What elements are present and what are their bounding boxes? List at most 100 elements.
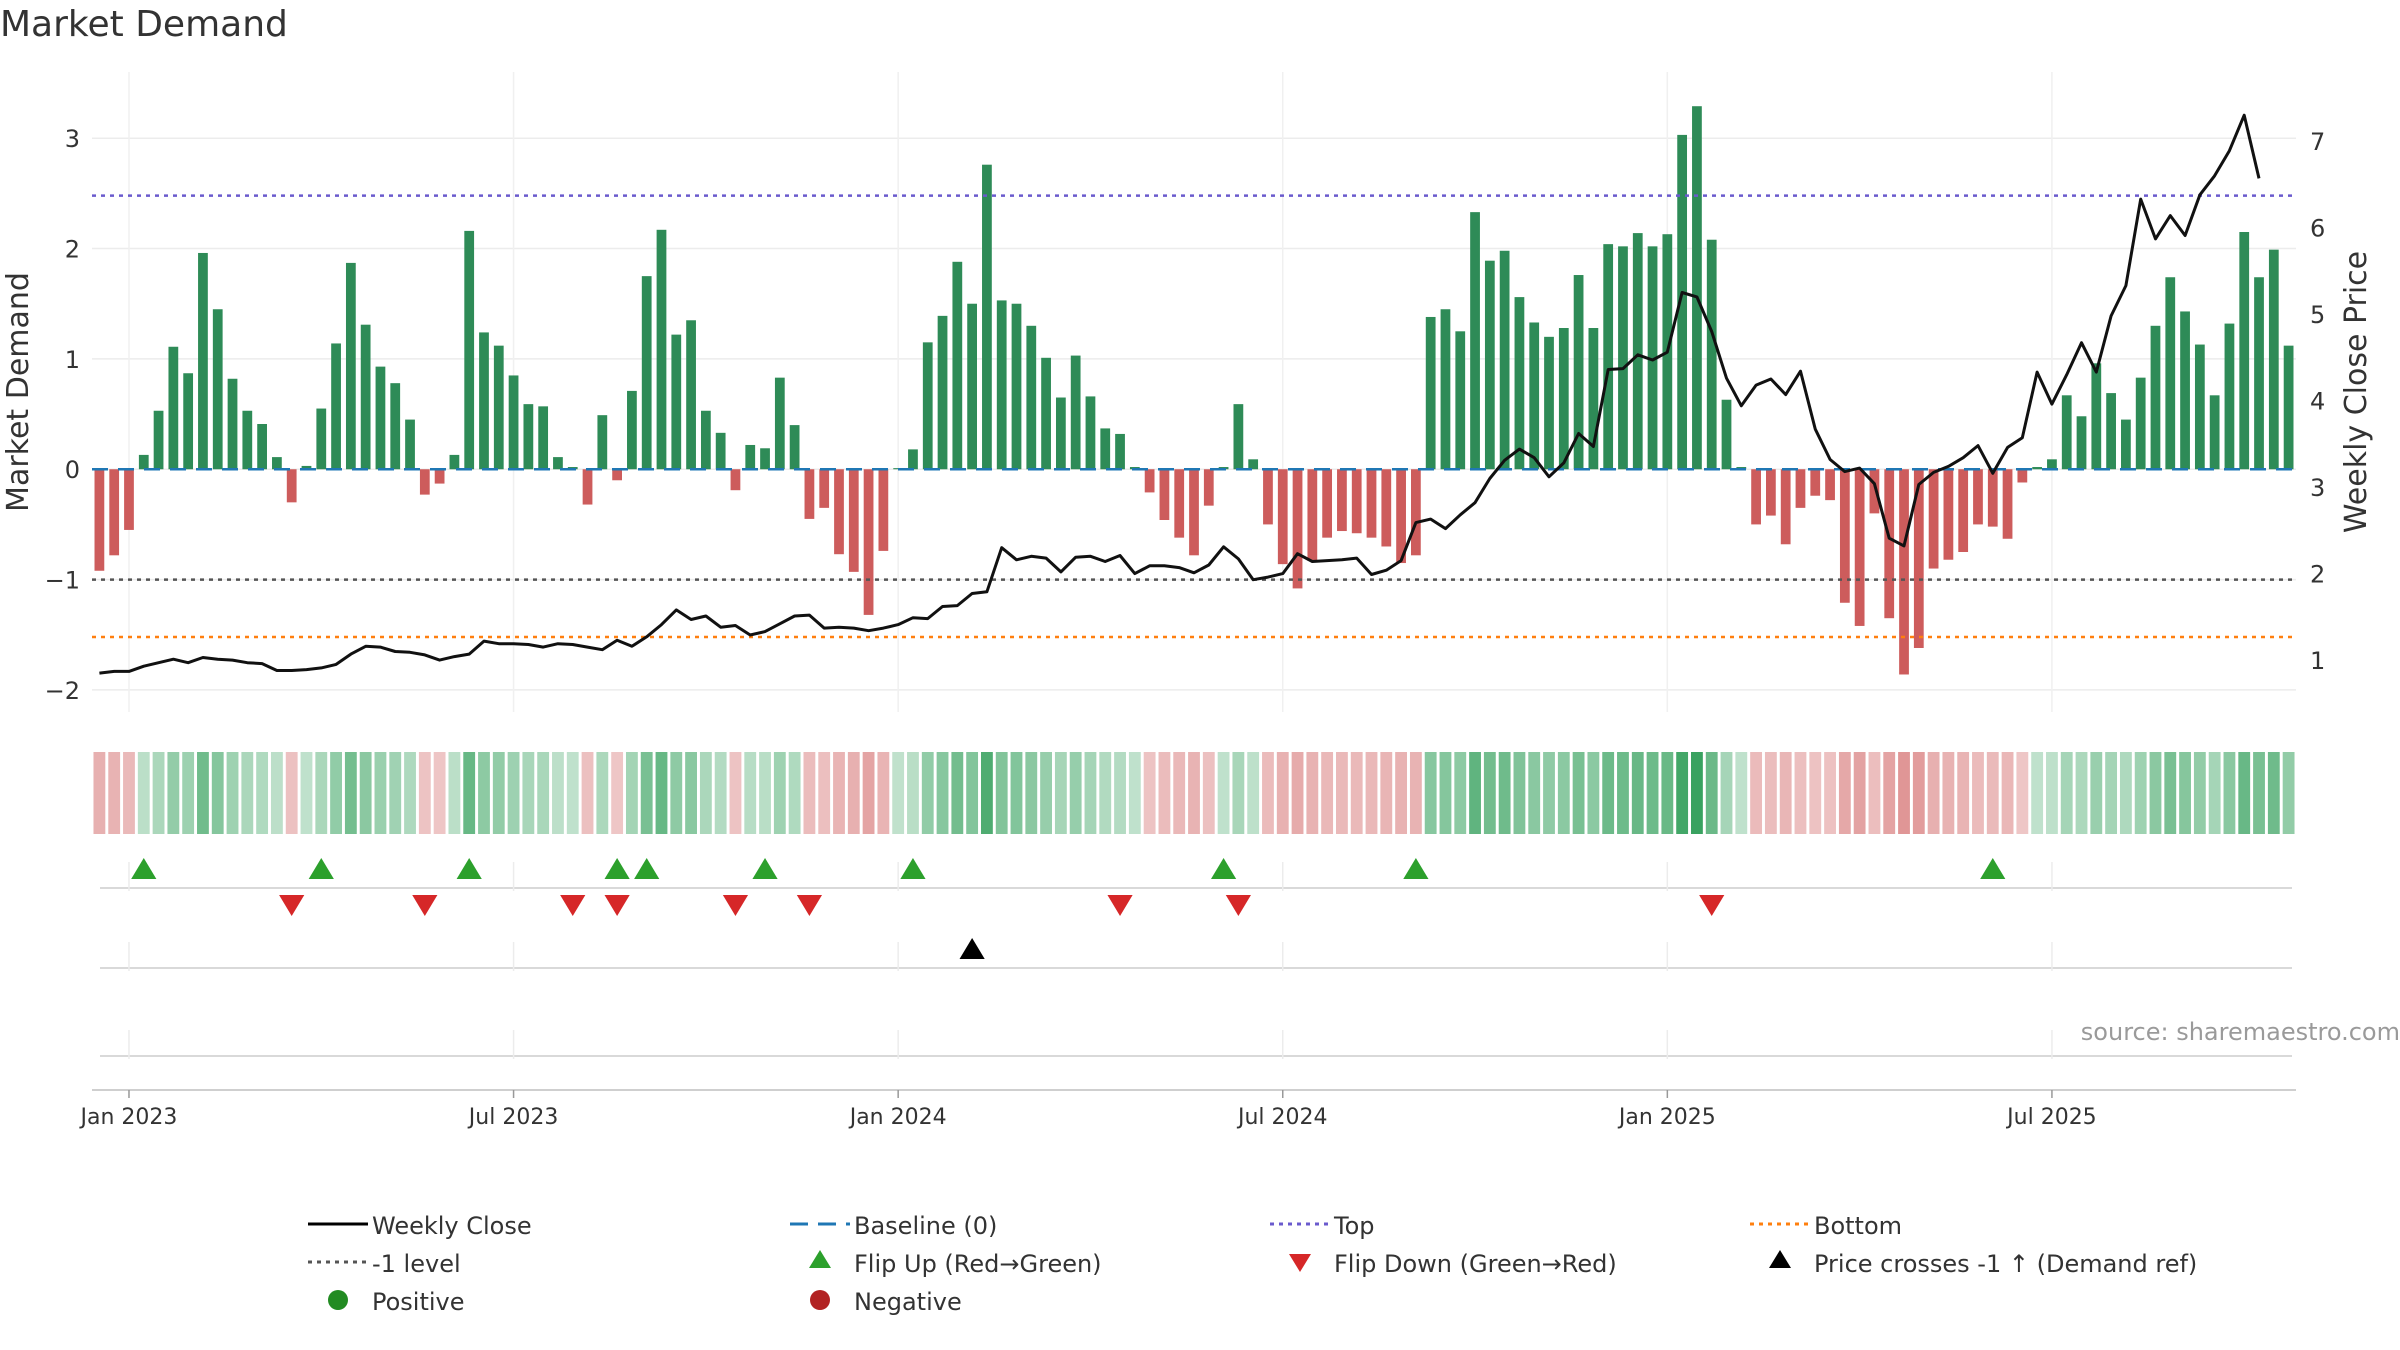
heat-cell [1528,752,1541,834]
heat-cell [1321,752,1334,834]
heat-cell [1898,752,1910,834]
demand-bar-positive [1070,355,1081,470]
heat-cell [1764,752,1777,834]
demand-bar-negative [582,469,593,505]
heat-cell [2282,752,2295,834]
heat-cell [729,752,742,834]
x-tick-label: Jul 2024 [1236,1105,1328,1130]
y-tick-label: −2 [45,677,80,705]
demand-bar-positive [2121,419,2131,470]
demand-bar-positive [2061,395,2072,470]
demand-bar-positive [745,444,756,470]
flip-down-marker [1699,895,1725,916]
demand-bar-negative [286,469,297,503]
demand-bar-positive [1115,433,1125,470]
demand-bar-positive [715,432,726,470]
demand-bar-negative [1381,469,1392,547]
heat-cell [1986,752,1999,834]
flip-up-marker [1210,858,1237,879]
heat-cell [404,752,416,834]
heat-cell [1099,752,1112,834]
flip-up-marker [456,858,482,879]
y-tick-label: −1 [45,567,80,595]
demand-bar-positive [360,324,371,470]
flip-up-marker [131,858,157,879]
demand-bar-positive [1618,246,1628,470]
heat-cell [1469,752,1481,834]
demand-bar-positive [2283,345,2294,470]
heat-cell [1972,752,1984,834]
demand-bars [94,106,2294,675]
demand-bar-negative [434,469,445,484]
demand-bar-positive [153,410,164,470]
heat-cell [152,752,165,834]
demand-bar-positive [952,261,963,470]
heat-cell [2060,752,2073,834]
demand-bar-negative [1766,469,1776,516]
demand-bar-positive [464,230,475,470]
heat-cell [1794,752,1807,834]
heat-cell [951,752,964,834]
heat-cell [1498,752,1511,834]
heat-cell [2223,752,2236,834]
y2-tick-label: 2 [2310,561,2325,589]
demand-bar-positive [1721,399,1732,470]
heat-cell [1247,752,1260,834]
demand-bar-positive [1558,328,1569,470]
demand-bar-positive [1455,331,1466,470]
demand-bar-positive [1248,459,1259,470]
heat-cell [744,752,757,834]
heat-cell [389,752,402,834]
heat-cell [2149,752,2162,834]
demand-bar-positive [2194,344,2205,470]
heat-cell [522,752,535,834]
demand-bar-negative [109,469,120,556]
heat-cell [315,752,328,834]
demand-bar-positive [2150,325,2161,470]
demand-bar-positive [789,425,800,470]
demand-bar-positive [1514,297,1525,470]
heat-cell [1395,752,1408,834]
heat-cell [2253,752,2265,834]
heat-cell [2164,752,2177,834]
demand-bar-negative [1943,469,1954,560]
heat-cell [1306,752,1319,834]
heat-cell [2016,752,2029,834]
demand-bar-negative [1751,469,1761,525]
demand-bar-positive [227,378,238,470]
demand-bar-positive [2209,395,2220,470]
demand-bar-negative [612,469,622,481]
y2-tick-label: 5 [2310,301,2325,329]
demand-bar-positive [1588,328,1599,470]
demand-bar-positive [449,454,460,470]
axes: −2 −1 0 1 2 3 1 2 3 4 5 6 7 Market Demand Weekly Close… [1,125,2374,705]
demand-bar-positive [1647,246,1658,470]
demand-bar-negative [94,469,105,571]
demand-bar-positive [331,343,341,470]
demand-bar-positive [538,406,549,470]
heat-cell [537,752,550,834]
demand-bar-positive [390,383,401,470]
heat-cell [611,752,624,834]
demand-bar-positive [168,346,179,470]
demand-bar-positive [2135,377,2146,470]
demand-bar-positive [316,408,327,470]
heat-cell [507,752,520,834]
heat-cell [1631,752,1644,834]
demand-bar-positive [2076,416,2087,470]
heat-cell [344,752,357,834]
demand-bar-negative [124,469,134,530]
heat-cell [285,752,298,834]
heat-cell [167,752,180,834]
demand-bar-positive [183,373,194,470]
demand-bar-negative [1144,469,1155,493]
demand-bar-negative [1277,469,1288,565]
heat-cell [1010,752,1023,834]
chart-title: Market Demand [0,4,288,45]
demand-bar-positive [656,229,667,470]
demand-bar-positive [523,404,534,470]
demand-bar-positive [774,377,785,470]
demand-bar-positive [2032,467,2043,470]
demand-bar-positive [375,366,386,470]
demand-bar-positive [1573,275,1584,470]
